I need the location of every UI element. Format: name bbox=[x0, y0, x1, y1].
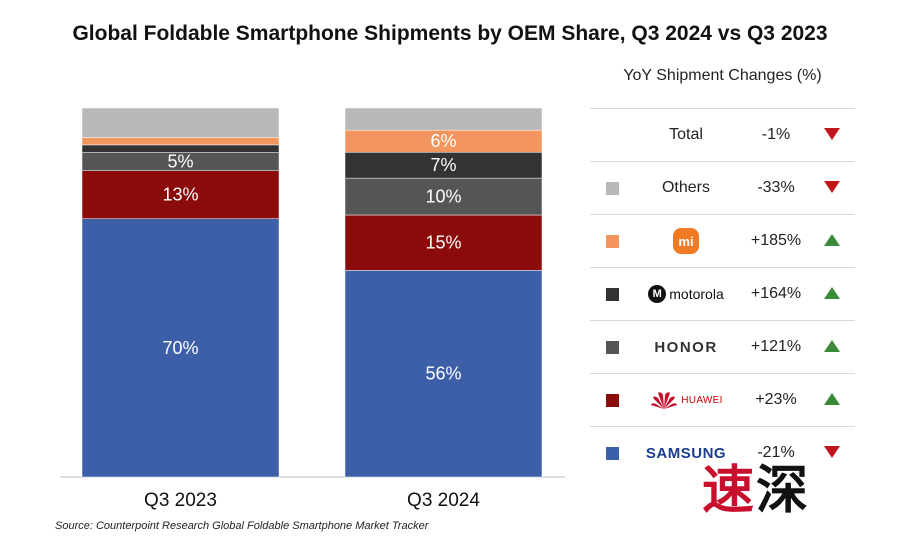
data-label-honor-q3-2023: 5% bbox=[167, 152, 193, 172]
bar-segment-others-q3-2024 bbox=[344, 107, 543, 131]
arrow-down-icon bbox=[824, 128, 840, 140]
bar-segment-motorola-q3-2023 bbox=[81, 144, 280, 153]
yoy-row-motorola: M motorola +164% bbox=[590, 267, 855, 320]
x-tick-label-q3-2024: Q3 2024 bbox=[407, 490, 480, 511]
legend-swatch-others bbox=[606, 182, 619, 195]
data-label-huawei-q3-2023: 13% bbox=[162, 185, 198, 205]
legend-swatch-motorola bbox=[606, 288, 619, 301]
yoy-row-xiaomi: mi +185% bbox=[590, 214, 855, 267]
data-label-huawei-q3-2024: 15% bbox=[425, 233, 461, 253]
source-note: Source: Counterpoint Research Global Fol… bbox=[55, 520, 429, 532]
yoy-table-header: YoY Shipment Changes (%) bbox=[623, 67, 822, 84]
huawei-logo: HUAWEI bbox=[636, 374, 736, 426]
data-label-honor-q3-2024: 10% bbox=[425, 187, 461, 207]
yoy-others-change: -33% bbox=[757, 179, 795, 196]
data-label-xiaomi-q3-2024: 6% bbox=[430, 131, 456, 151]
data-label-samsung-q3-2024: 56% bbox=[425, 364, 461, 384]
legend-swatch-xiaomi bbox=[606, 235, 619, 248]
motorola-m-icon: M bbox=[648, 285, 667, 303]
arrow-down-icon bbox=[824, 181, 840, 193]
bar-segment-samsung-q3-2023 bbox=[81, 218, 280, 478]
yoy-row-samsung: SAMSUNG -21% bbox=[590, 426, 855, 479]
chart-title: Global Foldable Smartphone Shipments by … bbox=[72, 22, 828, 45]
yoy-honor-change: +121% bbox=[750, 338, 802, 355]
arrow-up-icon bbox=[824, 287, 840, 299]
huawei-petals-icon bbox=[651, 392, 678, 409]
yoy-total-change: -1% bbox=[761, 126, 791, 143]
xiaomi-logo: mi bbox=[636, 215, 736, 267]
huawei-logo-text: HUAWEI bbox=[681, 394, 723, 406]
arrow-up-icon bbox=[824, 393, 840, 405]
x-tick-label-q3-2023: Q3 2023 bbox=[144, 490, 217, 511]
legend-swatch-honor bbox=[606, 341, 619, 354]
brand-others-label: Others bbox=[661, 179, 710, 196]
yoy-row-huawei: HUAWEI +23% bbox=[590, 373, 855, 426]
samsung-logo-text: SAMSUNG bbox=[645, 444, 727, 462]
brand-total-label: Total bbox=[669, 126, 703, 143]
legend-swatch-huawei bbox=[606, 394, 619, 407]
yoy-motorola-change: +164% bbox=[750, 285, 802, 302]
data-label-motorola-q3-2024: 7% bbox=[430, 155, 456, 175]
bar-segment-xiaomi-q3-2023 bbox=[81, 137, 280, 146]
yoy-huawei-change: +23% bbox=[755, 391, 797, 408]
bar-segment-huawei-q3-2024 bbox=[344, 214, 543, 271]
honor-logo-text: HONOR bbox=[654, 338, 718, 356]
yoy-row-others: Others -33% bbox=[590, 161, 855, 214]
arrow-up-icon bbox=[824, 234, 840, 246]
data-label-samsung-q3-2023: 70% bbox=[162, 338, 198, 358]
yoy-row-total: Total -1% bbox=[590, 108, 855, 161]
bar-segment-samsung-q3-2024 bbox=[344, 270, 543, 478]
bar-segment-honor-q3-2024 bbox=[344, 177, 543, 216]
motorola-logo: M motorola bbox=[636, 268, 736, 320]
xiaomi-logo-text: mi bbox=[673, 228, 699, 254]
watermark-logo: 速深 bbox=[702, 460, 811, 521]
bar-segment-others-q3-2023 bbox=[81, 107, 280, 138]
yoy-samsung-change: -21% bbox=[757, 444, 795, 461]
yoy-xiaomi-change: +185% bbox=[750, 232, 802, 249]
arrow-up-icon bbox=[824, 340, 840, 352]
motorola-logo-text: motorola bbox=[669, 286, 724, 302]
arrow-down-icon bbox=[824, 446, 840, 458]
legend-swatch-samsung bbox=[606, 447, 619, 460]
yoy-row-honor: HONOR +121% bbox=[590, 320, 855, 373]
